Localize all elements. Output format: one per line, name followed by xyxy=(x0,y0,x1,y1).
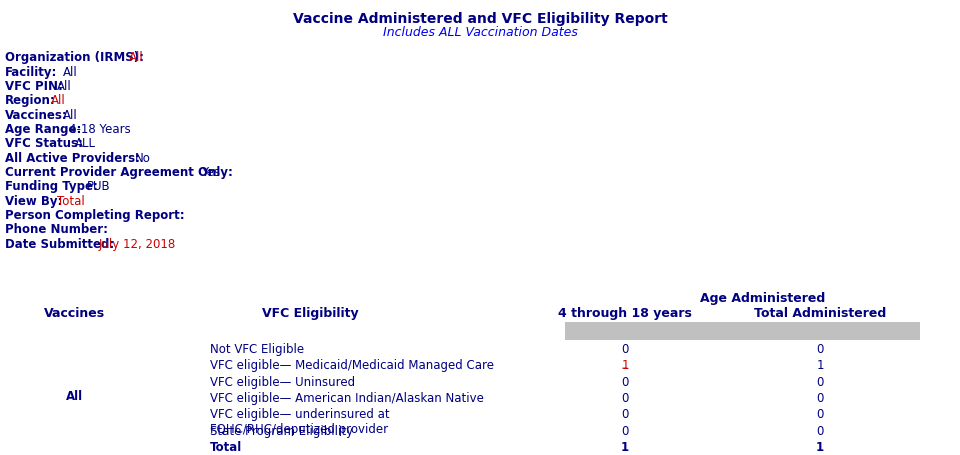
Text: Person Completing Report:: Person Completing Report: xyxy=(5,208,184,222)
Text: Funding Type:: Funding Type: xyxy=(5,180,98,193)
Text: Vaccine Administered and VFC Eligibility Report: Vaccine Administered and VFC Eligibility… xyxy=(293,12,667,26)
Text: Age Administered: Age Administered xyxy=(700,291,826,304)
Text: All: All xyxy=(51,94,65,107)
Text: 0: 0 xyxy=(816,424,824,436)
Text: All: All xyxy=(66,389,84,402)
Text: July 12, 2018: July 12, 2018 xyxy=(99,237,177,250)
Text: 0: 0 xyxy=(621,407,629,420)
Text: 1: 1 xyxy=(621,440,629,453)
Text: 1: 1 xyxy=(816,359,824,371)
Text: VFC eligible— American Indian/Alaskan Native: VFC eligible— American Indian/Alaskan Na… xyxy=(210,391,484,404)
Text: VFC Status:: VFC Status: xyxy=(5,137,83,150)
Text: VFC Eligibility: VFC Eligibility xyxy=(262,307,358,320)
Text: 4-18 Years: 4-18 Years xyxy=(69,123,131,136)
Text: View By:: View By: xyxy=(5,194,62,207)
Text: ALL: ALL xyxy=(75,137,96,150)
Text: Phone Number:: Phone Number: xyxy=(5,223,108,236)
Text: 1: 1 xyxy=(621,359,629,371)
Text: 1: 1 xyxy=(816,440,824,453)
Text: 0: 0 xyxy=(621,391,629,404)
Text: Total: Total xyxy=(210,440,242,453)
Text: All: All xyxy=(63,66,78,79)
Text: All Active Providers:: All Active Providers: xyxy=(5,152,140,164)
Text: 0: 0 xyxy=(621,342,629,355)
Text: Region:: Region: xyxy=(5,94,56,107)
Text: Yes: Yes xyxy=(201,166,220,179)
Text: Vaccines:: Vaccines: xyxy=(5,108,68,121)
Text: All: All xyxy=(129,51,144,64)
Text: Includes ALL Vaccination Dates: Includes ALL Vaccination Dates xyxy=(383,25,577,39)
Text: VFC PIN:: VFC PIN: xyxy=(5,80,62,93)
Text: Total Administered: Total Administered xyxy=(754,307,886,320)
Text: 0: 0 xyxy=(816,407,824,420)
Text: Total: Total xyxy=(57,194,84,207)
Text: 4 through 18 years: 4 through 18 years xyxy=(558,307,692,320)
Text: State Program Eligibility: State Program Eligibility xyxy=(210,424,353,436)
Text: Vaccines: Vaccines xyxy=(44,307,106,320)
Text: Age Range:: Age Range: xyxy=(5,123,82,136)
Text: PUB: PUB xyxy=(87,180,110,193)
Text: VFC eligible— Medicaid/Medicaid Managed Care: VFC eligible— Medicaid/Medicaid Managed … xyxy=(210,359,494,371)
Text: FQHC/RHC/deputized provider: FQHC/RHC/deputized provider xyxy=(210,422,388,435)
Text: All: All xyxy=(57,80,72,93)
Text: Date Submitted:: Date Submitted: xyxy=(5,237,114,250)
Text: VFC eligible— underinsured at: VFC eligible— underinsured at xyxy=(210,407,390,420)
Text: 0: 0 xyxy=(621,424,629,436)
Text: Current Provider Agreement Only:: Current Provider Agreement Only: xyxy=(5,166,233,179)
Text: VFC eligible— Uninsured: VFC eligible— Uninsured xyxy=(210,375,355,388)
Text: Facility:: Facility: xyxy=(5,66,58,79)
Text: No: No xyxy=(135,152,151,164)
Text: 0: 0 xyxy=(816,375,824,388)
Text: 0: 0 xyxy=(816,391,824,404)
Text: 0: 0 xyxy=(816,342,824,355)
Text: Organization (IRMS):: Organization (IRMS): xyxy=(5,51,144,64)
Text: All: All xyxy=(63,108,78,121)
Text: 0: 0 xyxy=(621,375,629,388)
Text: Not VFC Eligible: Not VFC Eligible xyxy=(210,342,304,355)
FancyBboxPatch shape xyxy=(565,323,920,340)
